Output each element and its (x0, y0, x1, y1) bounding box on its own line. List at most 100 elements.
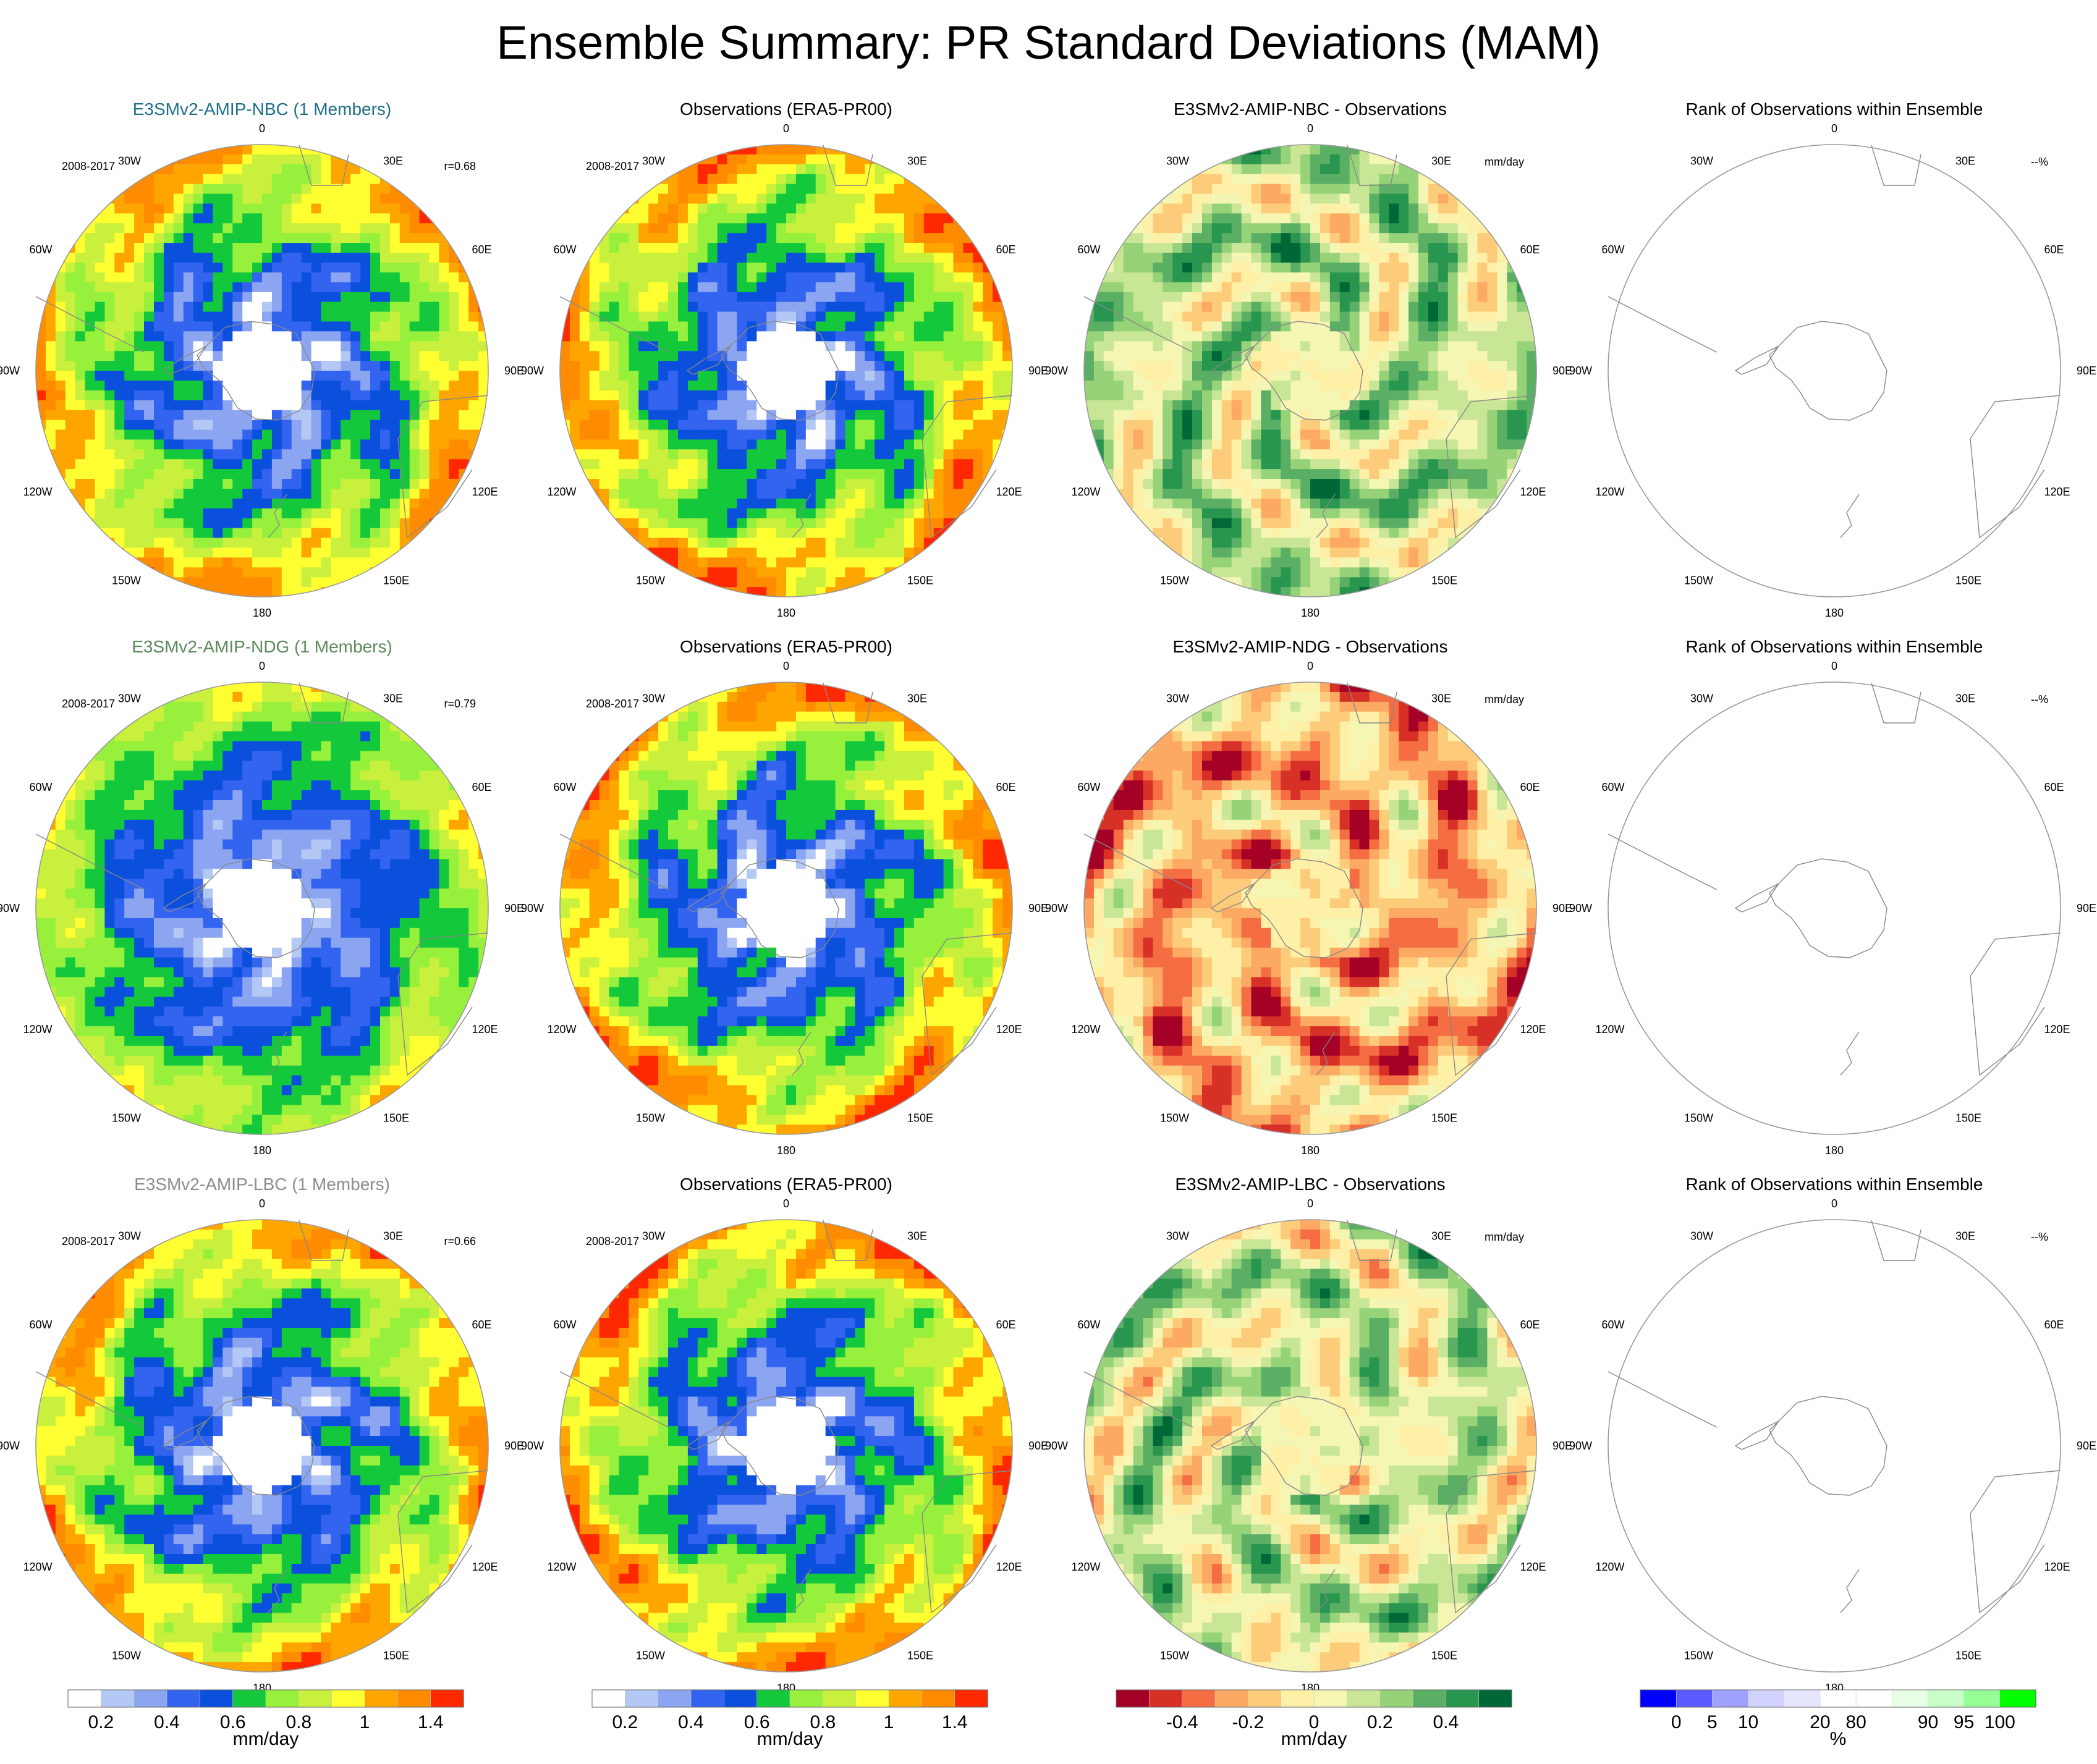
field-cell (855, 499, 865, 509)
field-cell (1202, 509, 1213, 519)
field-cell (390, 341, 400, 352)
field-cell (648, 174, 659, 185)
field-cell (1172, 194, 1183, 205)
field-cell (1418, 272, 1429, 283)
field-cell (1300, 439, 1311, 450)
field-cell (914, 233, 925, 243)
field-cell (934, 282, 944, 293)
field-cell (1202, 439, 1213, 450)
field-cell (708, 430, 718, 441)
field-cell (1320, 557, 1331, 568)
field-cell (845, 204, 856, 214)
field-cell (944, 292, 954, 303)
field-cell (400, 282, 410, 293)
field-cell (1290, 204, 1301, 214)
field-cell (1232, 321, 1242, 332)
field-cell (252, 538, 263, 549)
field-cell (973, 302, 983, 313)
field-cell (678, 528, 688, 539)
field-cell (708, 410, 718, 421)
field-cell (678, 557, 688, 568)
field-cell (904, 420, 915, 431)
field-cell (766, 499, 777, 509)
field-cell (232, 420, 243, 431)
field-cell (786, 243, 797, 253)
field-cell (1242, 154, 1252, 165)
field-cell (776, 587, 787, 597)
field-cell (420, 381, 430, 391)
field-cell (1252, 518, 1262, 529)
field-cell (1350, 321, 1360, 332)
field-cell (648, 282, 659, 293)
field-cell (114, 528, 125, 539)
field-cell (590, 321, 600, 332)
field-cell (836, 459, 846, 470)
panel-title: Observations (ERA5-PR00) (524, 99, 1048, 120)
field-cell (410, 321, 420, 332)
field-cell (410, 223, 420, 234)
field-cell (1094, 361, 1104, 371)
field-cell (766, 430, 777, 441)
field-cell (459, 312, 469, 323)
field-cell (836, 430, 846, 441)
field-cell (420, 371, 430, 381)
field-cell (766, 479, 777, 489)
field-cell (262, 459, 273, 470)
field-cell (1202, 174, 1213, 185)
field-cell (698, 272, 708, 283)
field-cell (688, 518, 698, 529)
field-cell (648, 312, 659, 323)
field-cell (390, 223, 400, 234)
field-cell (796, 145, 807, 155)
field-cell (1172, 430, 1183, 441)
field-cell (766, 312, 777, 323)
field-cell (1399, 459, 1409, 470)
field-cell (124, 538, 135, 549)
field-cell (609, 449, 620, 460)
field-cell (1192, 321, 1203, 332)
correlation-label: r=0.68 (444, 160, 476, 172)
field-cell (658, 420, 669, 431)
field-cell (341, 341, 351, 352)
field-cell (232, 577, 243, 588)
field-cell (698, 321, 708, 332)
field-cell (1389, 400, 1399, 411)
field-cell (410, 253, 420, 263)
field-cell (1182, 233, 1193, 243)
field-cell (341, 361, 351, 371)
field-cell (590, 302, 600, 313)
field-cell (1094, 430, 1104, 441)
field-cell (826, 321, 836, 332)
field-cell (75, 331, 86, 342)
field-cell (678, 489, 688, 499)
field-cell (85, 341, 96, 352)
field-cell (302, 489, 312, 499)
field-cell (648, 499, 659, 509)
field-cell (1409, 410, 1419, 421)
field-cell (154, 449, 164, 460)
field-cell (1370, 400, 1380, 411)
field-cell (1192, 253, 1203, 263)
field-cell (993, 381, 1003, 391)
field-cell (439, 351, 449, 361)
field-cell (66, 341, 76, 352)
field-cell (1202, 479, 1213, 489)
field-cell (904, 430, 915, 441)
field-cell (282, 233, 292, 243)
field-cell (1379, 351, 1389, 361)
field-cell (164, 233, 174, 243)
field-cell (164, 469, 174, 479)
field-cell (806, 204, 816, 214)
field-cell (875, 194, 885, 205)
field-cell (341, 499, 351, 509)
field-cell (1114, 381, 1124, 391)
field-cell (1281, 164, 1291, 175)
field-cell (95, 263, 106, 273)
field-cell (154, 243, 164, 253)
field-cell (75, 390, 86, 401)
field-cell (1232, 204, 1242, 214)
field-cell (648, 253, 659, 263)
field-cell (845, 567, 856, 578)
field-cell (1222, 557, 1232, 568)
field-cell (1202, 341, 1213, 352)
